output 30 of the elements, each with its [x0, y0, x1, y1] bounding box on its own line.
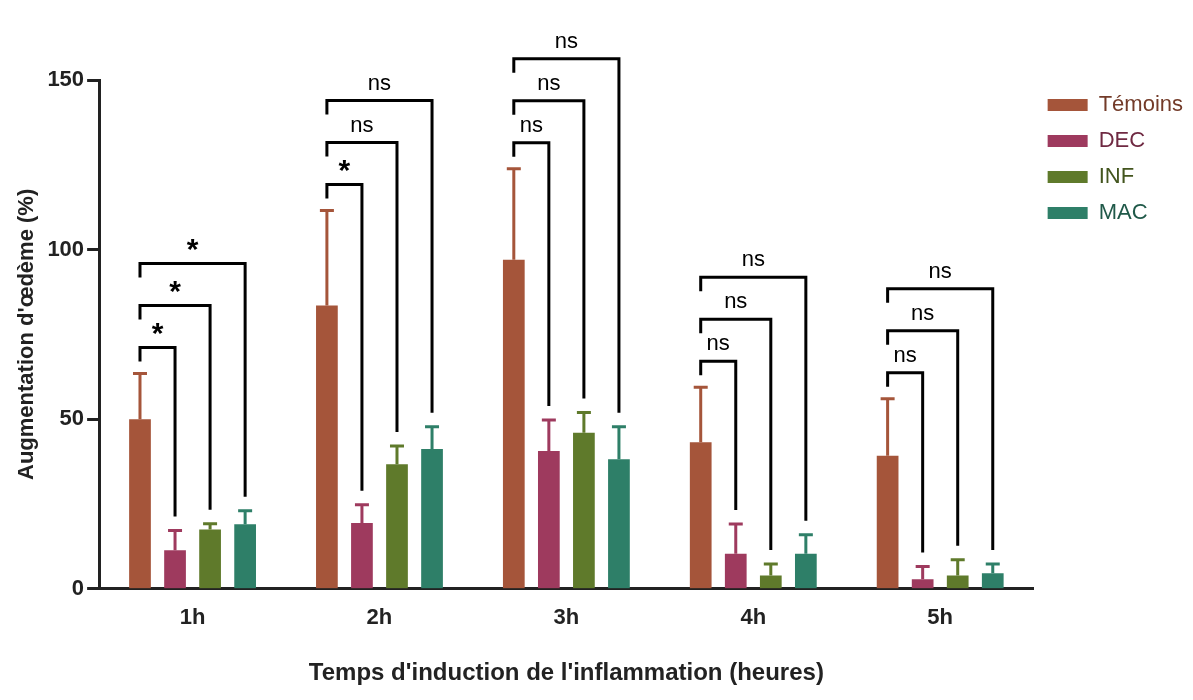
annotation: *: [338, 152, 351, 186]
annotation: *: [186, 231, 199, 265]
annotation: ns: [724, 288, 748, 314]
annotation: ns: [519, 111, 543, 137]
annotation: ns: [928, 257, 952, 283]
y-tick-label: 150: [47, 66, 85, 92]
legend-label: INF: [1098, 163, 1135, 189]
x-tick-label: 2h: [366, 604, 393, 630]
annotation: *: [151, 315, 164, 349]
annotation: ns: [367, 69, 392, 95]
annotation: ns: [537, 69, 561, 95]
annotation: ns: [350, 111, 374, 137]
y-tick-label: 0: [71, 574, 85, 600]
annotation: ns: [741, 246, 765, 272]
annotation: ns: [706, 330, 730, 356]
y-axis-title: Augmentation d'œdème (%): [13, 188, 39, 481]
annotation: *: [169, 273, 182, 307]
annotation: ns: [893, 341, 917, 367]
y-tick-label: 100: [47, 235, 85, 261]
x-tick-label: 1h: [179, 604, 206, 630]
x-tick-label: 4h: [740, 604, 767, 630]
legend-label: DEC: [1098, 127, 1146, 153]
text: ns: [554, 27, 578, 53]
x-tick-label: 3h: [553, 604, 580, 630]
legend-label: MAC: [1098, 199, 1148, 225]
y-tick-label: 50: [59, 405, 85, 431]
x-tick-label: 5h: [927, 604, 954, 630]
legend-label: Témoins: [1098, 91, 1183, 117]
x-axis-title: Temps d'induction de l'inflammation (heures): [308, 658, 824, 686]
annotation: ns: [911, 299, 935, 325]
